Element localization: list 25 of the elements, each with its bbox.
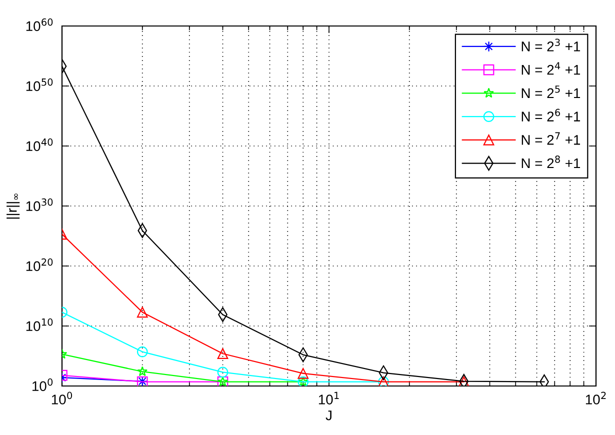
point bbox=[136, 346, 148, 358]
y-tick-label: 10$^{30}$ bbox=[26, 198, 53, 212]
point bbox=[136, 306, 148, 318]
x-tick-label: 10$^{1}$ bbox=[318, 392, 339, 404]
x-tick-label: 10$^{2}$ bbox=[586, 392, 606, 404]
y-tick-label: 10$^{60}$ bbox=[26, 18, 53, 32]
x-tick-label: 10$^{0}$ bbox=[52, 392, 72, 404]
legend-label: N = 2$^{8}$ +1 bbox=[522, 156, 580, 168]
y-tick-label: 10$^{20}$ bbox=[26, 258, 53, 272]
x-axis-title: J bbox=[326, 410, 332, 420]
point bbox=[298, 368, 309, 379]
y-tick-label: 10$^{10}$ bbox=[26, 318, 53, 332]
y-tick-label: 10$^{50}$ bbox=[26, 78, 53, 92]
legend-label: N = 2$^{6}$ +1 bbox=[522, 108, 580, 122]
point bbox=[137, 366, 148, 376]
legend-label: N = 2$^{3}$ +1 bbox=[522, 38, 580, 52]
point bbox=[458, 376, 470, 386]
legend-label: N = 2$^{4}$ +1 bbox=[522, 62, 580, 75]
point bbox=[217, 348, 228, 360]
y-tick-label: 10$^{40}$ bbox=[26, 138, 53, 152]
legend-label: N = 2$^{5}$ +1 bbox=[522, 86, 580, 98]
point bbox=[217, 366, 228, 378]
legend-label: N = 2$^{7}$ +1 bbox=[522, 132, 580, 145]
y-axis-title: ||r||$_{∞}$ bbox=[6, 194, 20, 219]
y-tick-label: 10$^{0}$ bbox=[32, 378, 53, 392]
